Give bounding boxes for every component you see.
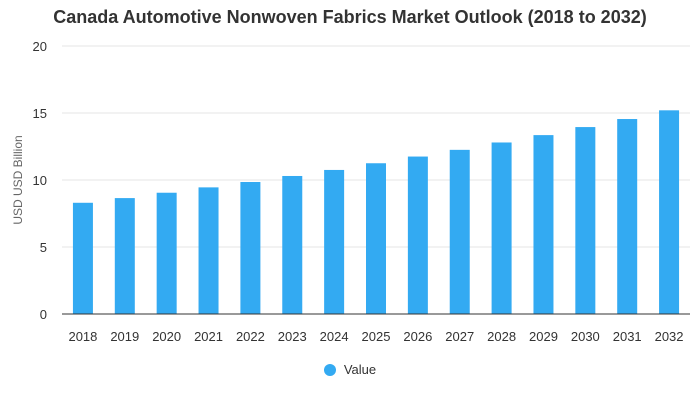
bars (72, 110, 680, 314)
x-tick-label: 2031 (613, 329, 642, 344)
x-tick-label: 2022 (236, 329, 265, 344)
y-tick-label: 15 (33, 106, 47, 121)
x-tick-label: 2030 (571, 329, 600, 344)
legend: Value (0, 362, 700, 377)
bar (156, 192, 177, 314)
legend-label: Value (343, 362, 377, 377)
bar (533, 135, 554, 314)
bar (575, 127, 596, 314)
bar (491, 142, 512, 314)
bar (366, 163, 386, 314)
x-tick-label: 2021 (194, 329, 223, 344)
x-tick-label: 2026 (403, 329, 432, 344)
y-tick-labels: 0 5 10 15 20 (33, 39, 47, 322)
bar (449, 149, 470, 314)
x-tick-label: 2032 (655, 329, 684, 344)
x-tick-label: 2028 (487, 329, 516, 344)
x-tick-labels: 2018 2019 2020 2021 2022 2023 2024 2025 2026 2027… (68, 329, 683, 344)
y-tick-label: 5 (40, 240, 47, 255)
y-tick-label: 10 (33, 173, 47, 188)
y-tick-label: 20 (33, 39, 47, 54)
bar (198, 187, 219, 314)
x-tick-label: 2027 (445, 329, 474, 344)
bar (324, 169, 345, 314)
bar (617, 119, 638, 314)
chart-title: Canada Automotive Nonwoven Fabrics Marke… (53, 7, 647, 27)
bar (659, 110, 680, 314)
x-tick-label: 2019 (110, 329, 139, 344)
legend-swatch (323, 363, 336, 376)
x-tick-label: 2023 (278, 329, 307, 344)
bar (240, 182, 261, 314)
bar (72, 202, 93, 314)
bar (407, 156, 428, 314)
x-tick-label: 2018 (68, 329, 97, 344)
x-tick-label: 2020 (152, 329, 181, 344)
x-tick-label: 2029 (529, 329, 558, 344)
bar (114, 198, 135, 314)
x-tick-label: 2024 (320, 329, 349, 344)
x-tick-label: 2025 (362, 329, 391, 344)
y-tick-label: 0 (40, 307, 47, 322)
bar (282, 175, 303, 314)
y-axis-title: USD USD Billion (11, 135, 25, 224)
